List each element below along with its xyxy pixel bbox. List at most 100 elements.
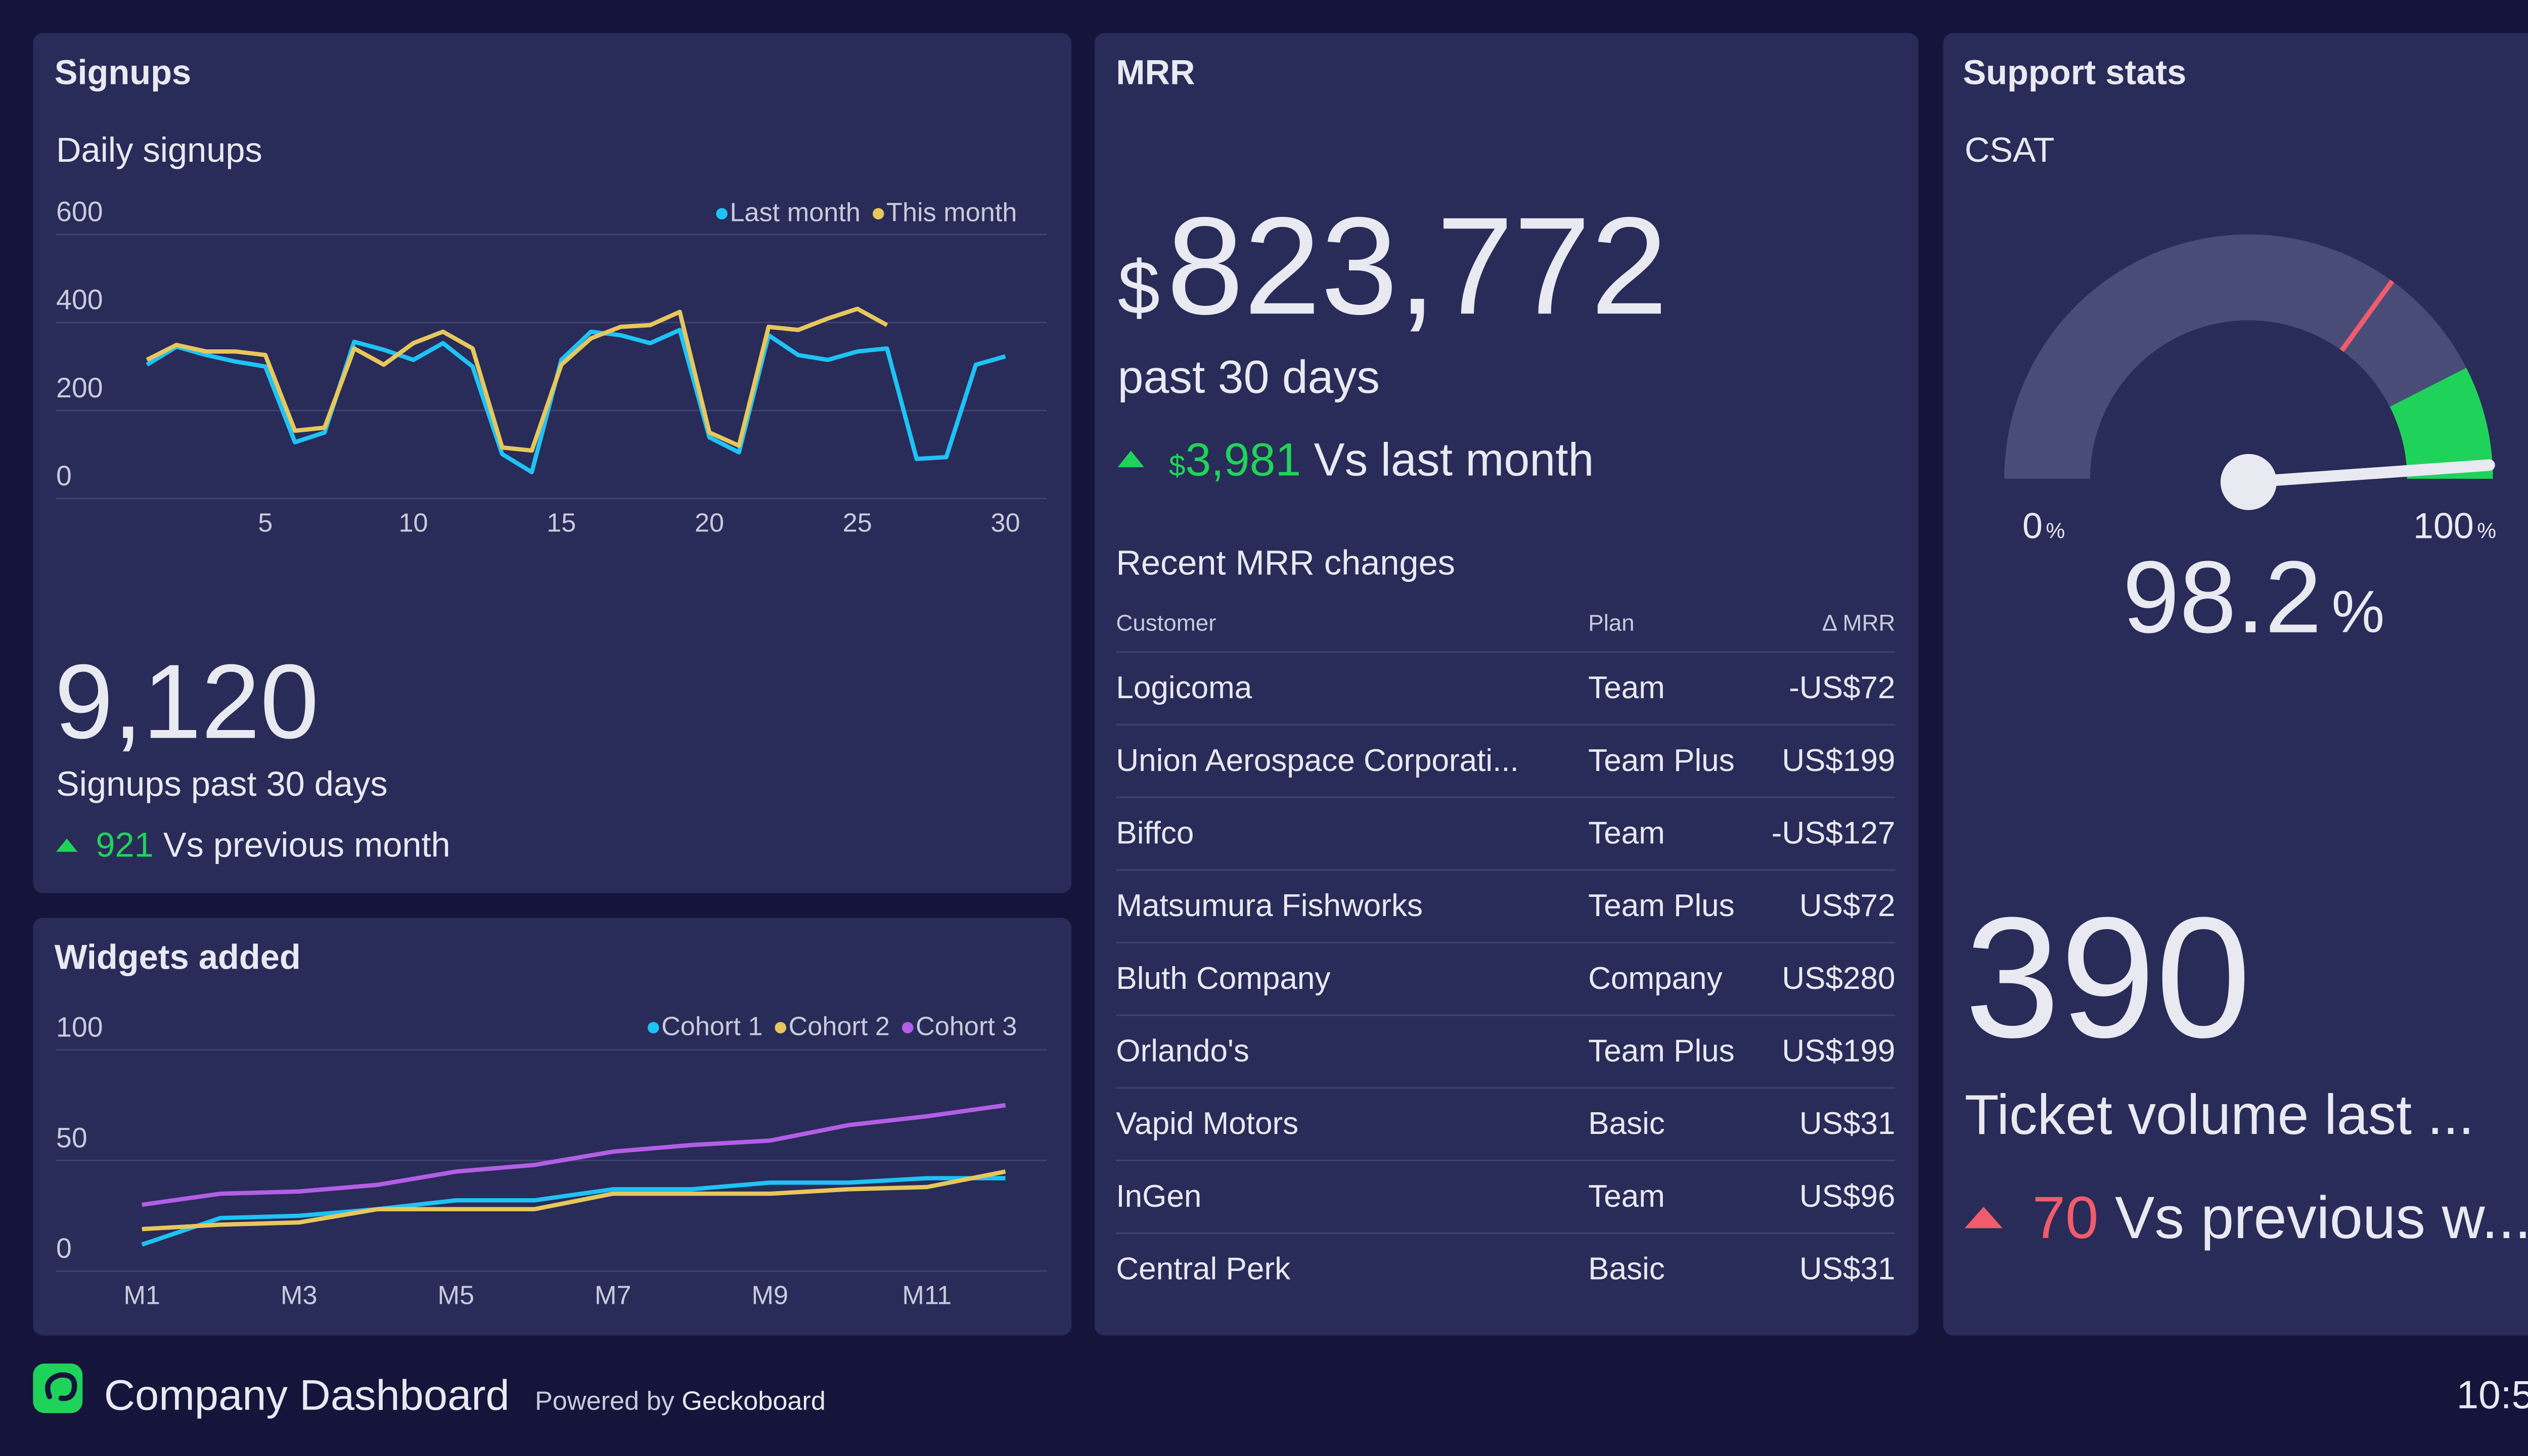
x-tick-label: M3 [281,1281,318,1310]
x-tick-label: M11 [902,1281,952,1310]
gauge-needle [2242,459,2495,488]
table-cell: Vapid Motors [1116,1106,1298,1141]
change: 70 Vs previous w... [2033,1185,2528,1251]
gauge: 0% 100 %98.2% [2004,234,2496,654]
y-tick-label: 0 [56,1233,72,1264]
amount: 823,772 [1166,189,1667,343]
table-cell: US$31 [1799,1252,1895,1287]
line-series [146,306,888,453]
period: past 30 days [1118,351,1380,403]
y-tick-label: 200 [56,372,103,403]
legend-marker: ● [870,198,886,228]
logo-mark [45,1372,77,1401]
table-cell: -US$72 [1789,670,1895,705]
gauge-range-label: 100% [2413,506,2496,546]
legend-marker: ● [714,198,730,228]
mrr-panel [1094,33,1919,1336]
change-text: Vs previous month [163,826,450,864]
table-title: Recent MRR changes [1116,543,1455,582]
x-tick-label: M7 [595,1281,631,1310]
dashboard-title: Company Dashboard [104,1371,510,1419]
table-cell: Central Perk [1116,1252,1291,1287]
table-cell: Team Plus [1588,743,1735,778]
legend: ●Cohort 1 ●Cohort 2 ●Cohort 3 [646,1012,1017,1041]
big-number-label: Ticket volume last ... [1965,1083,2474,1146]
table-cell: US$31 [1799,1106,1895,1141]
column-header: Plan [1588,610,1634,635]
change-text: Vs previous w... [2115,1185,2528,1251]
big-number: 9,120 [55,643,319,761]
change-value: 3,981 [1186,434,1301,485]
column-header: Customer [1116,610,1216,635]
unit: % [2332,579,2385,645]
brand: Geckoboard [682,1387,826,1416]
table-cell: Biffco [1116,816,1194,851]
gauge-value: 98.2% [2123,540,2384,654]
widgets-panel [33,918,1072,1336]
table-cell: Basic [1588,1106,1665,1141]
panel-title: Signups [55,53,191,92]
big-number: 390 [1965,882,2251,1073]
gauge-track [2004,234,2493,479]
mrr-table: Customer Plan Δ MRR Logicoma Team -US$72 Union… [1116,610,1895,1286]
table-cell: Team [1588,816,1665,851]
range-value: 100 [2413,506,2474,546]
legend-marker: ● [773,1012,789,1041]
table-cell: US$72 [1799,888,1895,923]
x-tick-label: 20 [695,508,724,537]
legend-label: Cohort 2 [789,1012,890,1041]
table-cell: Company [1588,961,1722,996]
table-cell: Team [1588,1179,1665,1214]
range-value: 0 [2022,506,2043,546]
table-cell: US$199 [1782,743,1895,778]
legend-marker: ● [646,1012,662,1041]
table-cell: US$280 [1782,961,1895,996]
line-series [146,328,1006,475]
line-series [142,1103,1006,1207]
table-cell: US$199 [1782,1034,1895,1069]
legend-marker: ● [900,1012,916,1041]
table-cell: InGen [1116,1179,1201,1214]
column-header: Δ MRR [1822,610,1895,635]
table-cell: Union Aerospace Corporati... [1116,743,1519,778]
range-unit: % [2477,519,2496,542]
powered-by: Powered by Geckoboard [535,1387,826,1416]
x-tick-label: M5 [438,1281,475,1310]
y-tick-label: 400 [56,284,103,315]
panel-title: Support stats [1963,53,2186,92]
table-cell: Team Plus [1588,1034,1735,1069]
x-tick-label: 25 [843,508,872,537]
up-arrow [56,838,78,852]
legend-label: Cohort 3 [916,1012,1017,1041]
clock: 10:57 [2457,1372,2528,1417]
range-unit: % [2046,519,2065,542]
table-cell: Team Plus [1588,888,1735,923]
change: 921 Vs previous month [96,826,450,864]
x-tick-label: 5 [258,508,273,537]
x-tick-label: 15 [547,508,576,537]
panel-title: MRR [1116,53,1195,92]
y-tick-label: 600 [56,196,103,228]
table-cell: -US$127 [1772,816,1895,851]
big-number-label: Signups past 30 days [56,764,388,803]
table-cell: Team [1588,670,1665,705]
line-series [141,1176,1006,1247]
table-cell: Bluth Company [1116,961,1330,996]
gauge-zone [2389,368,2493,479]
x-tick-label: M9 [752,1281,789,1310]
change-value: 70 [2033,1185,2099,1251]
y-tick-label: 0 [56,460,72,491]
gauge-title: CSAT [1965,130,2055,169]
change-value: 921 [96,826,153,864]
chart-title: Daily signups [56,130,262,169]
x-tick-label: 30 [991,508,1020,537]
x-tick-label: 10 [399,508,428,537]
table-cell: US$96 [1799,1179,1895,1214]
legend-label: Last month [730,198,860,228]
change-currency: $ [1169,449,1186,482]
table-cell: Orlando's [1116,1034,1249,1069]
